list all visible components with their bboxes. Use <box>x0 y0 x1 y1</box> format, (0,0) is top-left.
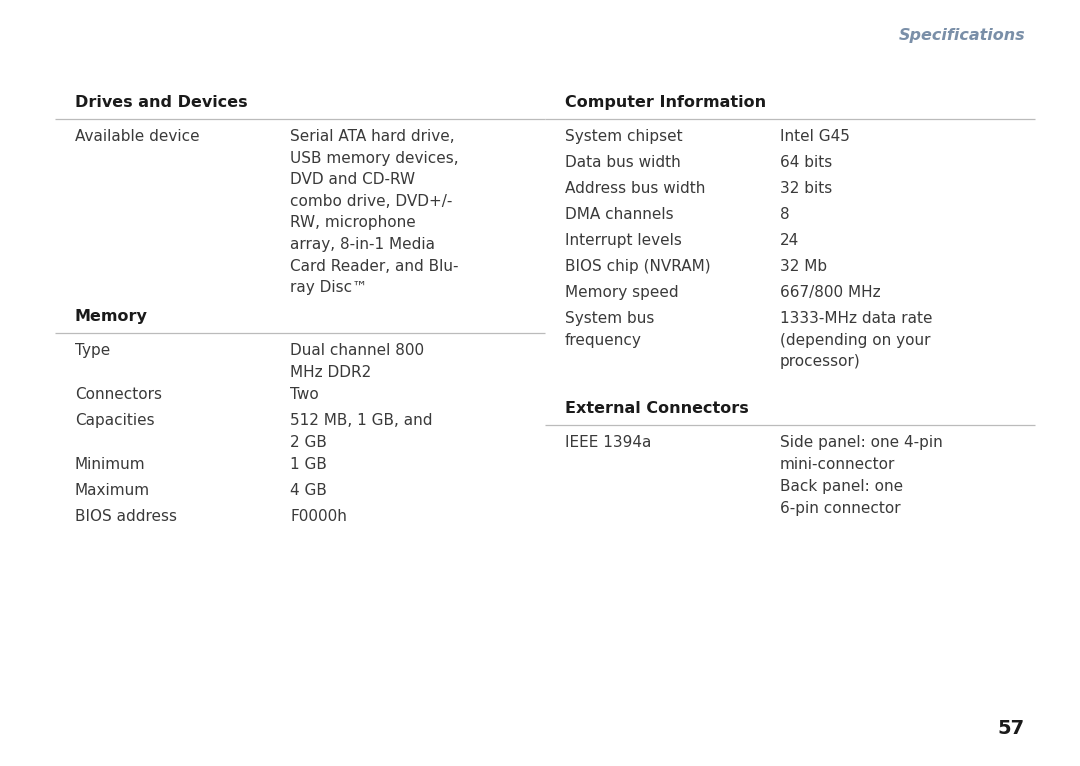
Text: System bus
frequency: System bus frequency <box>565 311 654 348</box>
Text: DMA channels: DMA channels <box>565 207 674 222</box>
Text: BIOS chip (NVRAM): BIOS chip (NVRAM) <box>565 259 711 274</box>
Text: F0000h: F0000h <box>291 509 347 524</box>
Text: Available device: Available device <box>75 129 200 144</box>
Text: 667/800 MHz: 667/800 MHz <box>780 285 880 300</box>
Text: Type: Type <box>75 343 110 358</box>
Text: 24: 24 <box>780 233 799 248</box>
Text: 4 GB: 4 GB <box>291 483 327 498</box>
Text: Back panel: one
6-pin connector: Back panel: one 6-pin connector <box>780 479 903 516</box>
Text: Serial ATA hard drive,
USB memory devices,
DVD and CD-RW
combo drive, DVD+/-
RW,: Serial ATA hard drive, USB memory device… <box>291 129 459 295</box>
Text: Interrupt levels: Interrupt levels <box>565 233 681 248</box>
Text: Intel G45: Intel G45 <box>780 129 850 144</box>
Text: Specifications: Specifications <box>899 28 1025 43</box>
Text: Minimum: Minimum <box>75 457 146 472</box>
Text: External Connectors: External Connectors <box>565 401 748 416</box>
Text: IEEE 1394a: IEEE 1394a <box>565 435 651 450</box>
Text: 32 Mb: 32 Mb <box>780 259 827 274</box>
Text: Side panel: one 4-pin
mini-connector: Side panel: one 4-pin mini-connector <box>780 435 943 472</box>
Text: Capacities: Capacities <box>75 413 154 428</box>
Text: Address bus width: Address bus width <box>565 181 705 196</box>
Text: Maximum: Maximum <box>75 483 150 498</box>
Text: 32 bits: 32 bits <box>780 181 833 196</box>
Text: Data bus width: Data bus width <box>565 155 680 170</box>
Text: Computer Information: Computer Information <box>565 95 766 110</box>
Text: 64 bits: 64 bits <box>780 155 833 170</box>
Text: 512 MB, 1 GB, and
2 GB: 512 MB, 1 GB, and 2 GB <box>291 413 432 450</box>
Text: BIOS address: BIOS address <box>75 509 177 524</box>
Text: Two: Two <box>291 387 319 402</box>
Text: 1 GB: 1 GB <box>291 457 327 472</box>
Text: 1333-MHz data rate
(depending on your
processor): 1333-MHz data rate (depending on your pr… <box>780 311 932 369</box>
Text: Dual channel 800
MHz DDR2: Dual channel 800 MHz DDR2 <box>291 343 424 380</box>
Text: System chipset: System chipset <box>565 129 683 144</box>
Text: Connectors: Connectors <box>75 387 162 402</box>
Text: Drives and Devices: Drives and Devices <box>75 95 247 110</box>
Text: 8: 8 <box>780 207 789 222</box>
Text: Memory speed: Memory speed <box>565 285 678 300</box>
Text: Memory: Memory <box>75 309 148 324</box>
Text: 57: 57 <box>998 719 1025 738</box>
